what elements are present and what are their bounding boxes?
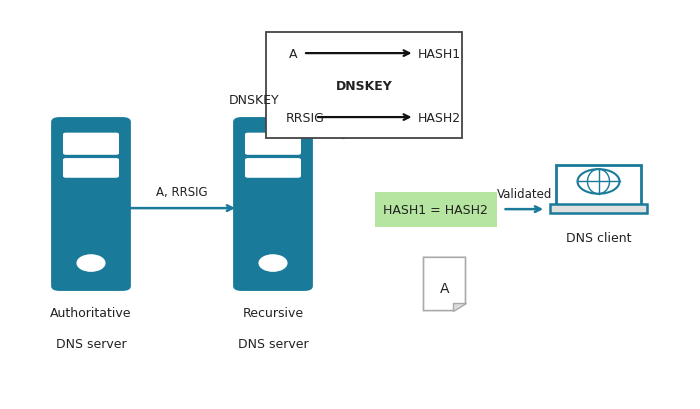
Text: Recursive: Recursive bbox=[242, 307, 304, 320]
Circle shape bbox=[77, 255, 105, 272]
Text: DNS server: DNS server bbox=[238, 337, 308, 351]
Text: Validated: Validated bbox=[496, 188, 552, 201]
FancyBboxPatch shape bbox=[245, 159, 301, 178]
Text: HASH1 = HASH2: HASH1 = HASH2 bbox=[384, 203, 488, 216]
FancyBboxPatch shape bbox=[556, 165, 641, 207]
FancyBboxPatch shape bbox=[374, 192, 497, 227]
FancyBboxPatch shape bbox=[51, 118, 131, 291]
FancyBboxPatch shape bbox=[63, 133, 119, 155]
Text: DNS server: DNS server bbox=[56, 337, 126, 351]
Text: DNS client: DNS client bbox=[566, 231, 631, 244]
Text: A: A bbox=[440, 281, 449, 295]
Text: DNSKEY: DNSKEY bbox=[335, 79, 393, 92]
Polygon shape bbox=[424, 258, 466, 311]
FancyBboxPatch shape bbox=[63, 159, 119, 178]
Text: HASH1: HASH1 bbox=[418, 47, 461, 61]
Text: A: A bbox=[289, 47, 298, 61]
Circle shape bbox=[578, 170, 620, 194]
Text: A, RRSIG: A, RRSIG bbox=[156, 185, 208, 198]
Circle shape bbox=[259, 255, 287, 272]
Text: DNSKEY: DNSKEY bbox=[229, 93, 279, 106]
Text: Authoritative: Authoritative bbox=[50, 307, 132, 320]
Text: HASH2: HASH2 bbox=[418, 111, 461, 124]
FancyBboxPatch shape bbox=[266, 33, 462, 139]
Text: RRSIG: RRSIG bbox=[286, 111, 325, 124]
Polygon shape bbox=[453, 303, 466, 311]
FancyBboxPatch shape bbox=[233, 118, 313, 291]
FancyBboxPatch shape bbox=[245, 133, 301, 155]
FancyBboxPatch shape bbox=[550, 204, 647, 213]
